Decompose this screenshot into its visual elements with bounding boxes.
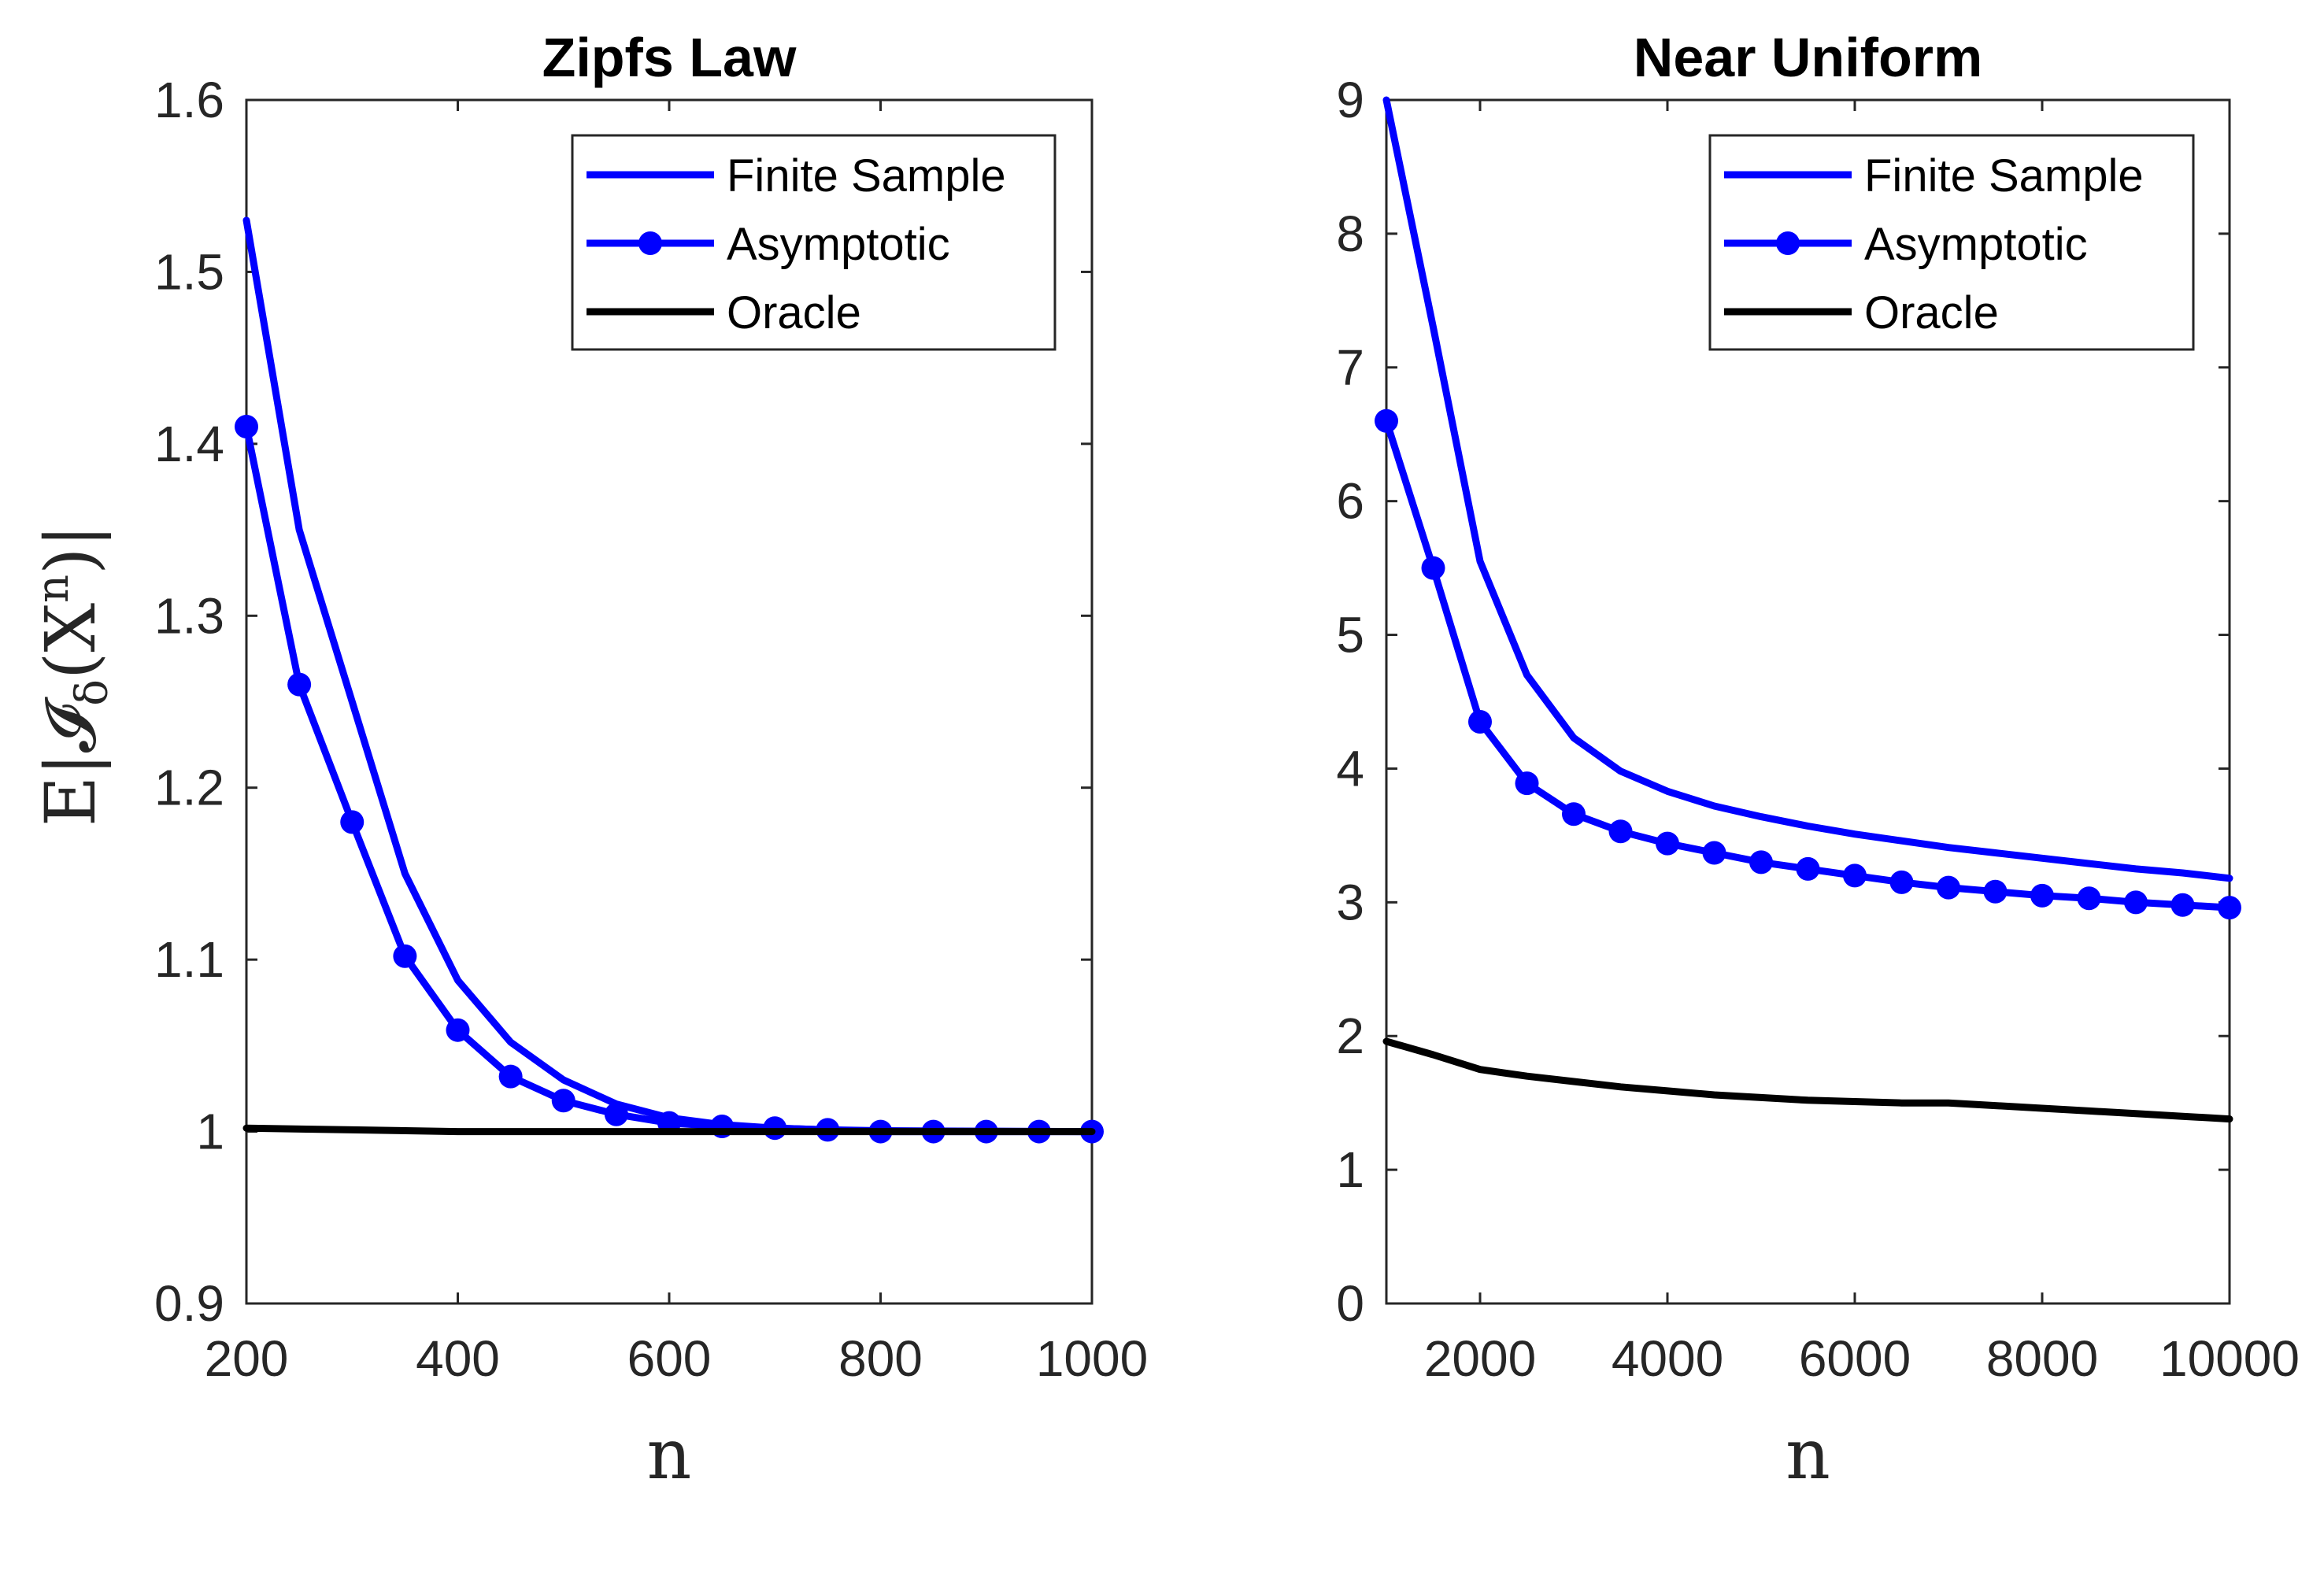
x-tick-label: 10000 bbox=[2159, 1330, 2300, 1387]
data-point-asymptotic bbox=[340, 810, 365, 834]
data-point-asymptotic bbox=[1421, 556, 1445, 580]
data-point-asymptotic bbox=[604, 1102, 628, 1126]
data-point-asymptotic bbox=[1796, 856, 1820, 881]
y-tick-label: 5 bbox=[1336, 607, 1364, 664]
data-point-asymptotic bbox=[1375, 409, 1398, 433]
data-point-asymptotic bbox=[2030, 883, 2054, 908]
x-tick-label: 6000 bbox=[1799, 1330, 1911, 1387]
x-tick-label: 8000 bbox=[1986, 1330, 2098, 1387]
legend-entry: Asymptotic bbox=[727, 219, 950, 270]
y-tick-label: 1 bbox=[1336, 1141, 1364, 1198]
legend-marker bbox=[1776, 231, 1800, 255]
x-tick-label: 4000 bbox=[1612, 1330, 1723, 1387]
data-point-asymptotic bbox=[1468, 709, 1492, 734]
legend: Finite Sample Asymptotic Oracle bbox=[1708, 134, 2195, 351]
y-tick-label: 1.3 bbox=[154, 587, 224, 644]
x-tick-label: 1000 bbox=[1036, 1330, 1148, 1387]
data-point-asymptotic bbox=[1749, 850, 1773, 874]
data-point-asymptotic bbox=[393, 944, 417, 968]
legend-entry: Asymptotic bbox=[1864, 219, 2088, 270]
legend-entry: Oracle bbox=[727, 287, 861, 338]
series-line-oracle bbox=[242, 1124, 1096, 1136]
y-tick-label: 9 bbox=[1336, 72, 1364, 128]
data-point-asymptotic bbox=[446, 1018, 470, 1042]
data-point-asymptotic bbox=[1656, 831, 1679, 856]
y-tick-label: 3 bbox=[1336, 874, 1364, 930]
x-tick-label: 800 bbox=[838, 1330, 923, 1387]
chart-panel-near-uniform: 0 1 2 3 4 5 6 7 8 9 2000 4000 6000 8000 10000 Near Unif… bbox=[1336, 27, 2300, 1495]
data-point-asymptotic bbox=[2124, 890, 2148, 915]
data-point-asymptotic bbox=[1702, 841, 1726, 865]
data-point-asymptotic bbox=[2077, 886, 2101, 911]
x-tick-label: 400 bbox=[416, 1330, 500, 1387]
legend-marker bbox=[638, 231, 662, 255]
legend-entry: Finite Sample bbox=[727, 150, 1006, 202]
data-point-asymptotic bbox=[551, 1089, 575, 1113]
data-point-asymptotic bbox=[1608, 819, 1633, 844]
data-point-asymptotic bbox=[1937, 875, 1960, 900]
legend-entry: Oracle bbox=[1864, 287, 1999, 338]
y-tick-label: 0 bbox=[1336, 1275, 1364, 1332]
data-point-asymptotic bbox=[1515, 771, 1539, 796]
data-point-asymptotic bbox=[235, 415, 258, 439]
data-point-asymptotic bbox=[1983, 879, 2008, 904]
series-line-finite-sample bbox=[1382, 96, 2233, 882]
data-point-asymptotic bbox=[2170, 893, 2195, 917]
legend: Finite Sample Asymptotic Oracle bbox=[571, 134, 1057, 351]
x-axis-label: n bbox=[647, 1414, 692, 1495]
chart-title: Near Uniform bbox=[1634, 27, 1982, 88]
y-tick-label: 0.9 bbox=[154, 1275, 224, 1332]
y-tick-label: 1.1 bbox=[154, 931, 224, 988]
data-point-asymptotic bbox=[287, 672, 312, 697]
legend-entry: Finite Sample bbox=[1864, 150, 2144, 202]
x-tick-label: 200 bbox=[205, 1330, 289, 1387]
data-point-asymptotic bbox=[1843, 863, 1867, 888]
chart-title: Zipfs Law bbox=[542, 27, 797, 88]
series-line-oracle bbox=[1382, 1037, 2233, 1123]
x-axis-label: n bbox=[1786, 1414, 1830, 1495]
y-axis-label: E|𝓘δ(Xn)| bbox=[28, 524, 118, 826]
y-tick-label: 1.5 bbox=[154, 243, 224, 300]
y-tick-label: 1.4 bbox=[154, 416, 224, 472]
y-tick-label: 7 bbox=[1336, 339, 1364, 396]
y-tick-label: 4 bbox=[1336, 740, 1364, 797]
y-tick-label: 8 bbox=[1336, 205, 1364, 262]
y-tick-label: 2 bbox=[1336, 1008, 1364, 1064]
x-tick-label: 2000 bbox=[1424, 1330, 1536, 1387]
y-tick-label: 6 bbox=[1336, 473, 1364, 530]
data-point-asymptotic bbox=[2218, 896, 2241, 920]
y-tick-label: 1.6 bbox=[154, 72, 224, 128]
chart-panel-zipfs-law: 0.9 1 1.1 1.2 1.3 1.4 1.5 1.6 200 400 600 800 1000 Zi… bbox=[154, 27, 1148, 1495]
data-point-asymptotic bbox=[1562, 802, 1586, 826]
y-tick-label: 1 bbox=[196, 1104, 224, 1160]
data-point-asymptotic bbox=[498, 1064, 523, 1089]
data-point-asymptotic bbox=[1889, 870, 1914, 894]
y-tick-label: 1.2 bbox=[154, 760, 224, 816]
x-tick-label: 600 bbox=[627, 1330, 712, 1387]
